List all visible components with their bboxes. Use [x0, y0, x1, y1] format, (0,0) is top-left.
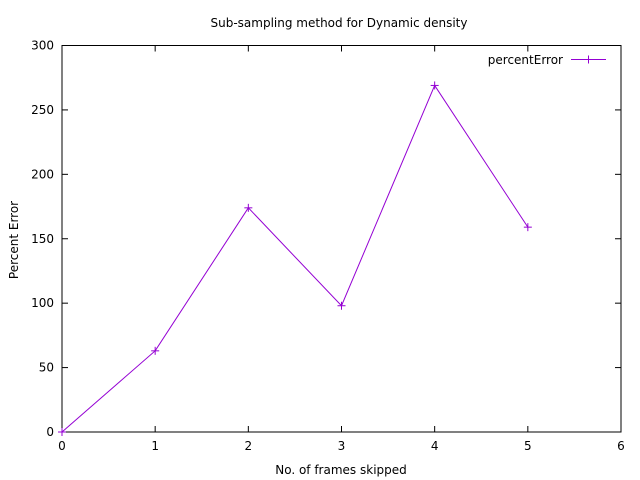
y-tick-label: 250 — [31, 103, 54, 117]
x-tick-label: 2 — [245, 439, 253, 453]
x-tick-label: 6 — [617, 439, 625, 453]
x-tick-label: 3 — [338, 439, 346, 453]
x-tick-label: 4 — [431, 439, 439, 453]
series-line-percenterror — [61, 84, 529, 433]
legend: percentError — [488, 53, 606, 67]
y-tick-label: 50 — [39, 361, 54, 375]
data-point — [244, 203, 253, 212]
y-tick-label: 100 — [31, 296, 54, 310]
data-point — [151, 346, 160, 355]
y-tick-label: 150 — [31, 232, 54, 246]
data-point — [337, 301, 346, 310]
x-tick-label: 1 — [151, 439, 159, 453]
data-point — [523, 223, 532, 232]
plot-area-border — [61, 45, 622, 433]
x-axis: 0 1 2 3 4 5 6 — [58, 45, 625, 453]
y-axis-label: Percent Error — [7, 201, 21, 279]
series-layer — [58, 81, 532, 436]
chart-title: Sub-sampling method for Dynamic density — [211, 16, 468, 30]
y-tick-label: 200 — [31, 167, 54, 181]
x-tick-label: 5 — [524, 439, 532, 453]
legend-marker-plus — [584, 55, 593, 64]
y-tick-label: 0 — [46, 425, 54, 439]
legend-marker-percenterror — [584, 55, 593, 64]
y-tick-label: 300 — [31, 39, 54, 53]
x-tick-label: 0 — [58, 439, 66, 453]
data-point — [58, 428, 66, 436]
data-point — [430, 81, 439, 90]
y-axis: 0 50 100 150 200 250 300 — [31, 39, 621, 439]
x-axis-label: No. of frames skipped — [275, 463, 407, 477]
legend-label-percenterror: percentError — [488, 53, 563, 67]
